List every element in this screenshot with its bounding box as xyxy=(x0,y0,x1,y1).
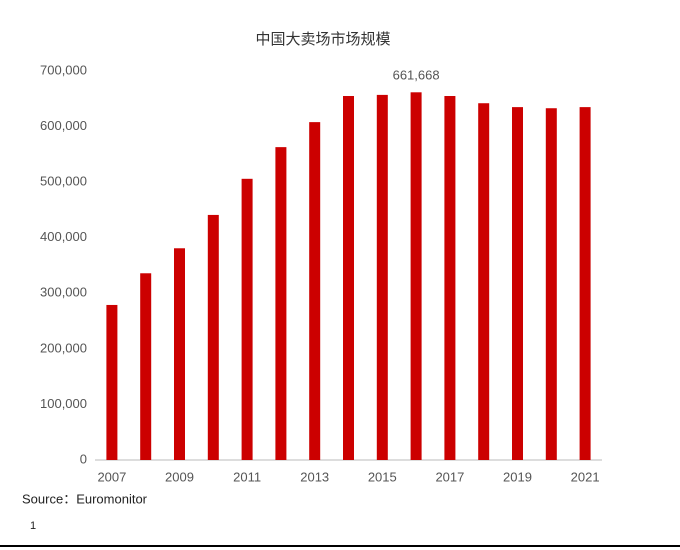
x-tick-label: 2011 xyxy=(233,469,261,484)
bar xyxy=(207,214,219,460)
bar xyxy=(343,96,354,460)
x-tick-label: 2021 xyxy=(571,469,600,484)
chart-title: 中国大卖场市场规模 xyxy=(255,31,390,48)
bar xyxy=(410,92,422,461)
y-tick-label: 200,000 xyxy=(40,340,87,355)
x-tick-label: 2009 xyxy=(165,469,194,484)
bar xyxy=(106,304,118,460)
y-tick-label: 400,000 xyxy=(40,229,87,244)
x-tick-label: 2015 xyxy=(368,469,397,484)
y-tick-label: 500,000 xyxy=(40,174,87,189)
source: Source：Euromonitor xyxy=(22,491,148,506)
x-tick-label: 2019 xyxy=(503,469,532,484)
bar xyxy=(174,248,185,460)
y-tick-label: 0 xyxy=(80,451,87,466)
y-tick-label: 300,000 xyxy=(40,285,87,300)
bar xyxy=(309,122,321,460)
bar xyxy=(512,107,523,460)
bar xyxy=(579,107,591,460)
x-tick-label: 2007 xyxy=(97,469,126,484)
bar xyxy=(376,94,388,460)
y-tick-label: 100,000 xyxy=(40,396,87,411)
y-tick-label: 700,000 xyxy=(40,62,87,77)
bar xyxy=(444,96,456,460)
value-label: 661,668 xyxy=(393,68,440,83)
bar xyxy=(275,147,287,460)
page-number: 1 xyxy=(30,520,36,532)
y-tick-label: 600,000 xyxy=(40,118,87,133)
bar xyxy=(241,178,253,460)
x-tick-label: 2017 xyxy=(435,469,464,484)
bar xyxy=(140,273,152,460)
x-tick-label: 2013 xyxy=(300,469,329,484)
bar xyxy=(478,103,490,460)
bar xyxy=(545,108,557,461)
